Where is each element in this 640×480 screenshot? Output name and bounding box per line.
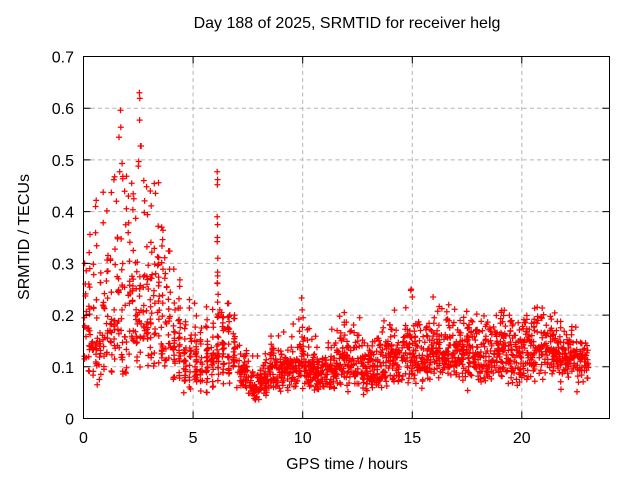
axis-ticks: [83, 56, 610, 419]
x-tick-label: 5: [189, 430, 198, 447]
chart-title: Day 188 of 2025, SRMTID for receiver hel…: [193, 15, 501, 32]
x-axis-label: GPS time / hours: [286, 456, 408, 473]
y-tick-label: 0.6: [52, 101, 74, 118]
y-tick-label: 0.2: [52, 308, 74, 325]
x-tick-label: 15: [403, 430, 421, 447]
y-tick-label: 0.4: [52, 205, 74, 222]
scatter-points: [81, 89, 592, 403]
x-tick-label: 10: [294, 430, 312, 447]
y-tick-label: 0.5: [52, 153, 74, 170]
y-tick-label: 0: [65, 412, 74, 429]
y-tick-label: 0.1: [52, 360, 74, 377]
y-tick-label: 0.3: [52, 256, 74, 273]
y-tick-label: 0.7: [52, 50, 74, 67]
x-tick-label: 0: [79, 430, 88, 447]
grid-lines: [83, 56, 610, 419]
plot-frame: [83, 56, 610, 419]
x-tick-label: 20: [513, 430, 531, 447]
